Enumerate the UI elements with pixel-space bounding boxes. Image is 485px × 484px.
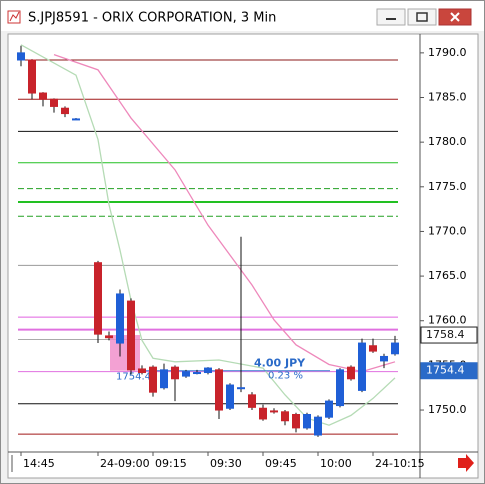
y-tick-label: 1785.0 bbox=[428, 91, 467, 104]
y-tick-label: 1765.0 bbox=[428, 269, 467, 282]
candle-body bbox=[303, 413, 311, 429]
candle-body bbox=[215, 369, 223, 411]
candle-body bbox=[17, 52, 25, 61]
candle-body bbox=[160, 369, 168, 389]
candle-body bbox=[292, 413, 300, 429]
candle-body bbox=[193, 372, 201, 375]
moving-average bbox=[53, 54, 396, 373]
chart-area bbox=[7, 33, 479, 479]
y-tick-label: 1760.0 bbox=[428, 314, 467, 327]
candle-body bbox=[105, 335, 113, 339]
candle-body bbox=[61, 107, 69, 115]
candle-body bbox=[138, 368, 146, 374]
price-tag-label: 1754.4 bbox=[426, 364, 465, 377]
measure-box bbox=[110, 335, 140, 371]
candle-body bbox=[380, 355, 388, 362]
candle-body bbox=[325, 400, 333, 418]
candle-body bbox=[94, 262, 102, 335]
price-tag-label: 1758.4 bbox=[426, 328, 465, 341]
scroll-right-button[interactable] bbox=[458, 454, 474, 472]
candle-body bbox=[72, 118, 80, 121]
measure-amount: 4.00 JPY bbox=[254, 357, 306, 370]
candle-body bbox=[358, 342, 366, 391]
x-tick-label: 14:45 bbox=[23, 457, 55, 470]
candle-body bbox=[182, 371, 190, 377]
y-tick-label: 1775.0 bbox=[428, 180, 467, 193]
x-tick-label: 09:15 bbox=[155, 457, 187, 470]
minimize-button[interactable] bbox=[376, 8, 406, 26]
candle-body bbox=[237, 387, 245, 390]
app-icon-line bbox=[9, 11, 20, 22]
x-tick-label: 09:30 bbox=[210, 457, 242, 470]
candle-body bbox=[127, 300, 135, 371]
candle-body bbox=[347, 366, 355, 380]
price-tag bbox=[420, 326, 478, 344]
candle-body bbox=[391, 342, 399, 355]
candle-body bbox=[259, 407, 267, 420]
y-tick-label: 1770.0 bbox=[428, 224, 467, 237]
candle-body bbox=[226, 384, 234, 409]
candle-body bbox=[336, 369, 344, 407]
x-tick-label: 09:45 bbox=[265, 457, 297, 470]
candle-body bbox=[39, 92, 47, 100]
y-tick-label: 1750.0 bbox=[428, 403, 467, 416]
candle-body bbox=[28, 59, 36, 94]
maximize-button[interactable] bbox=[407, 8, 437, 26]
candle-body bbox=[149, 366, 157, 393]
candle-body bbox=[270, 410, 278, 413]
candle-body bbox=[204, 367, 212, 374]
candle-body bbox=[116, 293, 124, 344]
x-tick-label: 24-09:00 bbox=[100, 457, 150, 470]
candle-body bbox=[50, 98, 58, 107]
candle-body bbox=[314, 416, 322, 436]
price-tag bbox=[420, 362, 478, 380]
window-title: S.JPJ8591 - ORIX CORPORATION, 3 Min bbox=[28, 11, 276, 26]
x-tick-label: 10:00 bbox=[320, 457, 352, 470]
candle-body bbox=[171, 366, 179, 380]
candle-body bbox=[369, 345, 377, 352]
y-tick-label: 1790.0 bbox=[428, 46, 467, 59]
measure-percent: 0.23 % bbox=[268, 371, 303, 382]
y-tick-label: 1780.0 bbox=[428, 135, 467, 148]
candle-body bbox=[281, 411, 289, 422]
close-button[interactable] bbox=[438, 8, 472, 26]
measure-start: 1754.4 bbox=[116, 372, 151, 383]
candle-body bbox=[248, 394, 256, 408]
moving-average bbox=[20, 44, 396, 426]
x-tick-label: 24-10:15 bbox=[375, 457, 425, 470]
plot: 1750.01755.01760.01765.01770.01775.01780… bbox=[17, 44, 478, 470]
